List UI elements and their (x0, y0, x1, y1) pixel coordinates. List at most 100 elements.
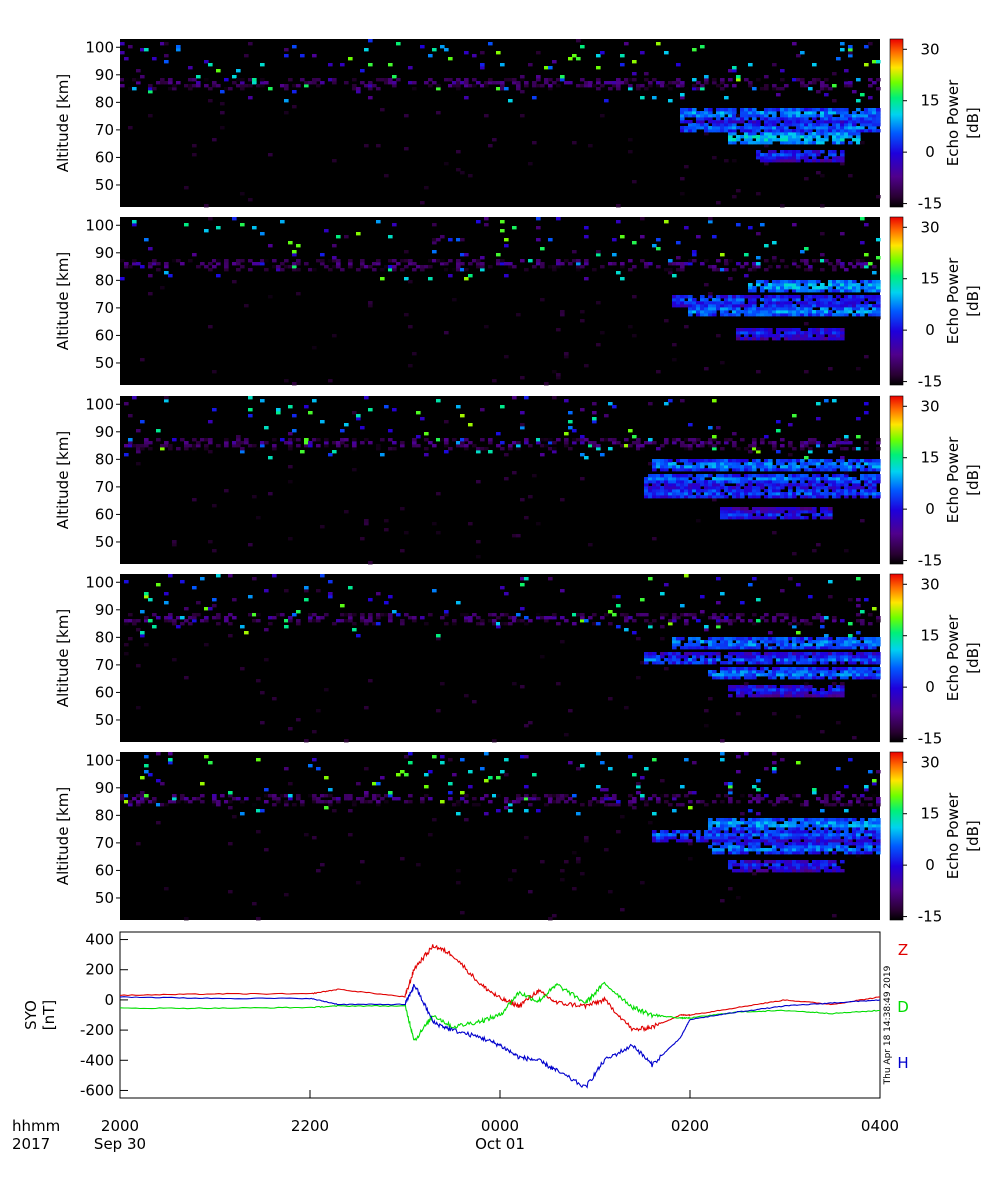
echo-cell (752, 313, 757, 317)
echo-cell (688, 643, 693, 647)
echo-cell (732, 195, 737, 199)
echo-cell (648, 480, 653, 484)
echo-cell (752, 465, 757, 469)
echo-cell (820, 652, 825, 656)
echo-cell (624, 78, 629, 82)
echo-cell (764, 483, 769, 487)
echo-cell (816, 114, 821, 118)
echo-cell (520, 577, 525, 581)
echo-cell (236, 435, 241, 439)
echo-cell (768, 824, 773, 828)
echo-cell (780, 289, 785, 293)
echo-cell (384, 800, 389, 804)
echo-cell (212, 265, 217, 269)
echo-cell (672, 661, 677, 665)
echo-cell (596, 253, 601, 257)
echo-cell (848, 45, 853, 49)
echo-cell (260, 78, 265, 82)
echo-cell (784, 117, 789, 121)
echo-cell (808, 477, 813, 481)
echo-cell (844, 117, 849, 121)
echo-cell (724, 661, 729, 665)
echo-cell (680, 839, 685, 843)
echo-cell (676, 78, 681, 82)
echo-cell (712, 120, 717, 124)
echo-cell (824, 694, 829, 698)
echo-cell (716, 646, 721, 650)
echo-cell (800, 444, 805, 448)
echo-cell (708, 830, 713, 834)
echo-cell (748, 111, 753, 115)
echo-cell (660, 477, 665, 481)
echo-cell (184, 676, 189, 680)
echo-cell (556, 262, 561, 266)
echo-cell (508, 262, 513, 266)
echo-cell (736, 495, 741, 499)
echo-cell (780, 150, 785, 154)
echo-cell (728, 486, 733, 490)
echo-cell (796, 655, 801, 659)
echo-cell (808, 492, 813, 496)
echo-cell (272, 259, 277, 263)
echo-cell (536, 522, 541, 526)
echo-cell (784, 655, 789, 659)
echo-cell (768, 833, 773, 837)
echo-cell (836, 120, 841, 124)
echo-cell (740, 135, 745, 139)
echo-cell (808, 637, 813, 641)
echo-cell (712, 486, 717, 490)
echo-cell (164, 81, 169, 85)
echo-cell (816, 652, 821, 656)
echo-cell (680, 441, 685, 445)
echo-cell (876, 462, 881, 466)
echo-cell (756, 495, 761, 499)
echo-cell (788, 159, 793, 163)
echo-cell (136, 706, 141, 710)
echo-cell (756, 839, 761, 843)
echo-cell (732, 830, 737, 834)
echo-cell (844, 492, 849, 496)
echo-cell (576, 84, 581, 88)
echo-cell (352, 622, 357, 626)
echo-cell (728, 304, 733, 308)
echo-cell (468, 770, 473, 774)
echo-cell (596, 54, 601, 58)
echo-cell (868, 613, 873, 617)
echo-cell (840, 48, 845, 52)
echo-cell (148, 800, 153, 804)
echo-cell (648, 577, 653, 581)
echo-cell (704, 839, 709, 843)
echo-cell (804, 262, 809, 266)
echo-cell (664, 613, 669, 617)
echo-cell (788, 694, 793, 698)
echo-cell (736, 845, 741, 849)
echo-cell (732, 670, 737, 674)
echo-cell (148, 265, 153, 269)
echo-cell (164, 271, 169, 275)
echo-cell (568, 420, 573, 424)
echo-cell (600, 797, 605, 801)
echo-cell (876, 316, 881, 320)
echo-cell (708, 833, 713, 837)
echo-cell (828, 655, 833, 659)
echo-cell (740, 513, 745, 517)
echo-cell (344, 739, 349, 743)
echo-cell (688, 489, 693, 493)
echo-cell (688, 468, 693, 472)
echo-cell (784, 643, 789, 647)
echo-cell (780, 69, 785, 73)
echo-cell (756, 845, 761, 849)
echo-cell (684, 477, 689, 481)
echo-cell (348, 262, 353, 266)
echo-cell (784, 670, 789, 674)
echo-cell (408, 259, 413, 263)
echo-cell (808, 120, 813, 124)
echo-cell (764, 331, 769, 335)
echo-cell (752, 495, 757, 499)
echo-cell (704, 78, 709, 82)
echo-cell (292, 84, 297, 88)
echo-cell (728, 120, 733, 124)
echo-cell (692, 438, 697, 442)
echo-cell (428, 797, 433, 801)
echo-cell (764, 87, 769, 91)
